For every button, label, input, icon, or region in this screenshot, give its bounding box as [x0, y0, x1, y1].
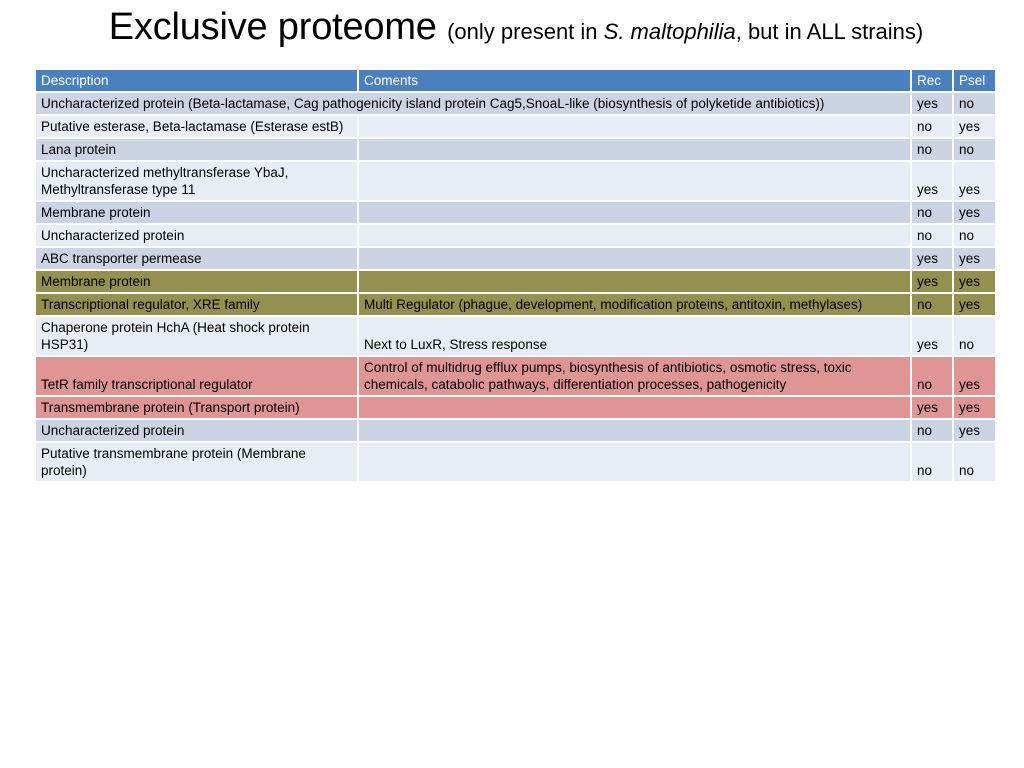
- cell-rec: yes: [911, 92, 954, 116]
- cell-psel: yes: [953, 419, 995, 443]
- table-row: ABC transporter permease yes yes: [36, 247, 995, 271]
- cell-coments: Control of multidrug efflux pumps, biosy…: [358, 356, 912, 397]
- cell-description: Membrane protein: [36, 201, 359, 225]
- cell-coments: [358, 247, 912, 271]
- cell-coments: [358, 419, 912, 443]
- cell-rec: yes: [911, 316, 954, 357]
- column-header-rec: Rec: [911, 70, 954, 93]
- cell-description: ABC transporter permease: [36, 247, 359, 271]
- cell-rec: no: [911, 138, 954, 162]
- cell-rec: yes: [911, 396, 954, 420]
- column-header-psel: Psel: [953, 70, 995, 93]
- cell-psel: no: [953, 316, 995, 357]
- table-row: Uncharacterized protein (Beta-lactamase,…: [36, 92, 995, 116]
- cell-description: TetR family transcriptional regulator: [36, 356, 359, 397]
- cell-coments: [358, 161, 912, 202]
- cell-coments: Next to LuxR, Stress response: [358, 316, 912, 357]
- table-row: TetR family transcriptional regulator Con…: [36, 356, 995, 397]
- cell-description: Putative esterase, Beta-lactamase (Ester…: [36, 115, 359, 139]
- cell-psel: no: [953, 442, 995, 483]
- cell-rec: no: [911, 356, 954, 397]
- table-row: Membrane protein no yes: [36, 201, 995, 225]
- page-title-subtitle: (only present in S. maltophilia, but in …: [447, 19, 923, 44]
- species-name: S. maltophilia: [603, 19, 736, 44]
- cell-psel: no: [953, 92, 995, 116]
- table-body: Uncharacterized protein (Beta-lactamase,…: [36, 92, 995, 483]
- cell-description: Transcriptional regulator, XRE family: [36, 293, 359, 317]
- cell-coments: Multi Regulator (phague, development, mo…: [358, 293, 912, 317]
- cell-description: Lana protein: [36, 138, 359, 162]
- cell-psel: yes: [953, 201, 995, 225]
- cell-psel: no: [953, 138, 995, 162]
- cell-coments: [358, 396, 912, 420]
- table-row: Putative esterase, Beta-lactamase (Ester…: [36, 115, 995, 139]
- cell-coments: [358, 115, 912, 139]
- table-row: Membrane protein yes yes: [36, 270, 995, 294]
- cell-description: Uncharacterized protein (Beta-lactamase,…: [36, 92, 912, 116]
- table-row: Lana protein no no: [36, 138, 995, 162]
- page-title-main: Exclusive proteome: [108, 6, 448, 48]
- cell-coments: [358, 442, 912, 483]
- cell-rec: no: [911, 293, 954, 317]
- cell-psel: yes: [953, 270, 995, 294]
- cell-description: Uncharacterized protein: [36, 419, 359, 443]
- cell-rec: no: [911, 115, 954, 139]
- table-row: Uncharacterized protein no yes: [36, 419, 995, 443]
- cell-psel: yes: [953, 247, 995, 271]
- cell-coments: [358, 201, 912, 225]
- cell-coments: [358, 270, 912, 294]
- table-row: Putative transmembrane protein (Membrane…: [36, 442, 995, 483]
- table-row: Uncharacterized protein no no: [36, 224, 995, 248]
- table-row: Transcriptional regulator, XRE family Mul…: [36, 293, 995, 317]
- cell-psel: yes: [953, 115, 995, 139]
- table-row: Uncharacterized methyltransferase YbaJ, …: [36, 161, 995, 202]
- subtitle-prefix: (only present in: [447, 19, 604, 44]
- table-header-row: Description Coments Rec Psel: [36, 70, 995, 93]
- cell-coments: [358, 138, 912, 162]
- cell-rec: no: [911, 442, 954, 483]
- column-header-coments: Coments: [358, 70, 912, 93]
- cell-rec: yes: [911, 270, 954, 294]
- page-title: Exclusive proteome (only present in S. m…: [36, 4, 996, 50]
- proteome-table-container: Description Coments Rec Psel Uncharacter…: [36, 70, 995, 483]
- cell-rec: no: [911, 201, 954, 225]
- cell-psel: yes: [953, 396, 995, 420]
- cell-description: Transmembrane protein (Transport protein…: [36, 396, 359, 420]
- subtitle-suffix: , but in ALL strains): [735, 19, 924, 44]
- table-row: Transmembrane protein (Transport protein…: [36, 396, 995, 420]
- cell-psel: yes: [953, 356, 995, 397]
- cell-rec: yes: [911, 247, 954, 271]
- cell-psel: no: [953, 224, 995, 248]
- cell-coments: [358, 224, 912, 248]
- table-row: Chaperone protein HchA (Heat shock prote…: [36, 316, 995, 357]
- cell-description: Chaperone protein HchA (Heat shock prote…: [36, 316, 359, 357]
- cell-description: Uncharacterized methyltransferase YbaJ, …: [36, 161, 359, 202]
- table-header: Description Coments Rec Psel: [36, 70, 995, 93]
- cell-rec: no: [911, 419, 954, 443]
- proteome-table: Description Coments Rec Psel Uncharacter…: [36, 70, 995, 483]
- cell-description: Membrane protein: [36, 270, 359, 294]
- cell-description: Putative transmembrane protein (Membrane…: [36, 442, 359, 483]
- cell-psel: yes: [953, 161, 995, 202]
- column-header-description: Description: [36, 70, 359, 93]
- cell-description: Uncharacterized protein: [36, 224, 359, 248]
- cell-psel: yes: [953, 293, 995, 317]
- cell-rec: yes: [911, 161, 954, 202]
- cell-rec: no: [911, 224, 954, 248]
